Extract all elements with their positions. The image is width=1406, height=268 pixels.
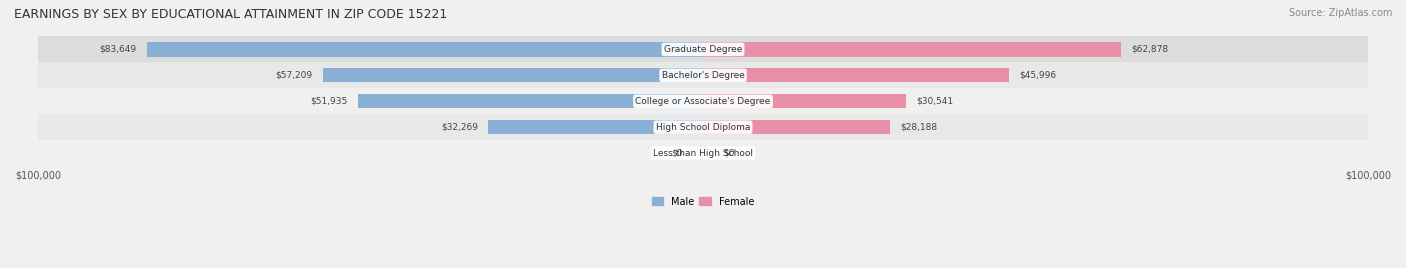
- Bar: [700, 146, 703, 160]
- Text: $51,935: $51,935: [311, 97, 347, 106]
- Text: $30,541: $30,541: [917, 97, 953, 106]
- Bar: [38, 88, 1368, 114]
- Text: Less than High School: Less than High School: [652, 148, 754, 158]
- Text: High School Diploma: High School Diploma: [655, 123, 751, 132]
- Bar: [703, 42, 1121, 57]
- Bar: [703, 94, 905, 108]
- Bar: [703, 68, 1010, 83]
- Bar: [703, 146, 706, 160]
- Bar: [38, 140, 1368, 166]
- Text: $0: $0: [723, 148, 734, 158]
- Legend: Male, Female: Male, Female: [648, 193, 758, 210]
- Bar: [38, 62, 1368, 88]
- Bar: [38, 114, 1368, 140]
- Bar: [357, 94, 703, 108]
- Bar: [38, 36, 1368, 62]
- Text: College or Associate's Degree: College or Associate's Degree: [636, 97, 770, 106]
- Text: EARNINGS BY SEX BY EDUCATIONAL ATTAINMENT IN ZIP CODE 15221: EARNINGS BY SEX BY EDUCATIONAL ATTAINMEN…: [14, 8, 447, 21]
- Text: Bachelor's Degree: Bachelor's Degree: [662, 71, 744, 80]
- Bar: [146, 42, 703, 57]
- Text: $57,209: $57,209: [276, 71, 312, 80]
- Text: $0: $0: [672, 148, 683, 158]
- Text: $83,649: $83,649: [100, 45, 136, 54]
- Text: $45,996: $45,996: [1019, 71, 1056, 80]
- Bar: [322, 68, 703, 83]
- Text: $32,269: $32,269: [441, 123, 478, 132]
- Bar: [488, 120, 703, 134]
- Text: Source: ZipAtlas.com: Source: ZipAtlas.com: [1288, 8, 1392, 18]
- Text: Graduate Degree: Graduate Degree: [664, 45, 742, 54]
- Text: $28,188: $28,188: [900, 123, 938, 132]
- Bar: [703, 120, 890, 134]
- Text: $62,878: $62,878: [1130, 45, 1168, 54]
